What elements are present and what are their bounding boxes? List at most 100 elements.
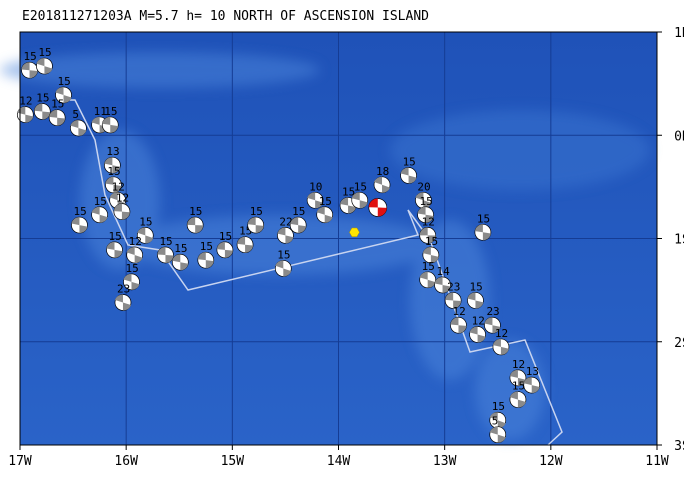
event: [306, 191, 324, 209]
event: [400, 167, 417, 184]
x-tick-label: 14W: [327, 454, 351, 469]
compression-quadrant: [187, 217, 204, 234]
depth-label: 15: [219, 230, 232, 243]
depth-label: 15: [139, 215, 152, 228]
depth-label: 15: [403, 156, 416, 169]
depth-label: 15: [159, 235, 172, 248]
compression-quadrant: [469, 326, 486, 343]
depth-label: 15: [342, 185, 355, 198]
event: [474, 223, 492, 241]
event: [36, 57, 53, 75]
depth-label: 15: [477, 212, 490, 225]
compression-quadrant: [216, 241, 233, 258]
event: [419, 271, 437, 289]
event: [523, 376, 541, 394]
compression-quadrant: [419, 227, 436, 244]
event: [467, 292, 484, 309]
compression-quadrant: [316, 206, 333, 223]
compression-quadrant: [351, 192, 368, 209]
depth-label: 12: [129, 235, 142, 248]
depth-label: 15: [277, 248, 290, 261]
event: [123, 273, 140, 291]
depth-label: 15: [512, 380, 525, 393]
compression-quadrant: [374, 176, 391, 193]
compression-quadrant: [489, 412, 506, 429]
depth-label: 15: [250, 205, 263, 218]
event: [157, 246, 174, 264]
depth-label: 15: [319, 195, 332, 208]
compression-quadrant: [113, 203, 130, 220]
depth-label: 5: [72, 108, 79, 121]
event: [316, 206, 334, 224]
depth-label: 15: [107, 165, 120, 178]
y-tick-label: 2S: [674, 336, 684, 351]
event: [419, 227, 437, 244]
event: [373, 176, 391, 194]
event: [106, 241, 123, 259]
event: [114, 294, 132, 311]
compression-quadrant: [91, 206, 108, 223]
event: [444, 292, 462, 309]
depth-label: 12: [112, 180, 125, 193]
event: [113, 203, 131, 221]
compression-quadrant: [275, 260, 292, 277]
compression-quadrant: [492, 338, 509, 355]
compression-quadrant: [523, 377, 540, 394]
map-title: E201811271203A M=5.7 h= 10 NORTH OF ASCE…: [22, 9, 429, 24]
depth-label: 15: [200, 240, 213, 253]
event: [417, 206, 434, 224]
compression-quadrant: [509, 369, 526, 386]
compression-quadrant: [105, 176, 122, 193]
event: [484, 316, 501, 334]
depth-label: 15: [189, 205, 202, 218]
depth-label: 20: [417, 180, 430, 193]
compression-quadrant: [49, 109, 66, 126]
depth-label: 15: [36, 92, 49, 105]
epicenter: [349, 227, 360, 237]
depth-label: 22: [279, 215, 292, 228]
event: [422, 246, 440, 264]
compression-quadrant: [197, 252, 214, 269]
depth-label: 15: [38, 46, 51, 59]
compression-quadrant: [102, 116, 119, 133]
compression-quadrant: [417, 206, 434, 223]
event: [216, 241, 234, 259]
depth-label: 15: [24, 50, 37, 63]
compression-quadrant: [70, 120, 87, 137]
compression-quadrant: [509, 391, 526, 408]
compression-quadrant: [434, 276, 451, 293]
x-tick-label: 17W: [8, 454, 32, 469]
y-tick-label: 0N: [674, 129, 684, 144]
x-tick-label: 12W: [539, 454, 563, 469]
depth-label: 11: [94, 105, 107, 118]
y-tick-label: 1S: [674, 233, 684, 248]
compression-quadrant: [450, 317, 467, 334]
event: [274, 260, 292, 277]
depth-label: 13: [106, 145, 119, 158]
event: [197, 251, 215, 269]
compression-quadrant: [277, 227, 294, 244]
y-tick-label: 3S: [674, 439, 684, 454]
event: [48, 109, 66, 127]
event: [351, 191, 369, 209]
depth-label: 23: [447, 280, 460, 293]
event: [101, 116, 119, 134]
depth-label: 15: [425, 235, 438, 248]
compression-quadrant: [467, 292, 484, 309]
event: [91, 206, 108, 224]
compression-quadrant: [400, 167, 417, 184]
depth-label: 12: [512, 358, 525, 371]
event: [70, 119, 87, 137]
depth-label: 12: [452, 305, 465, 318]
compression-quadrant: [106, 241, 123, 258]
compression-quadrant: [172, 254, 189, 271]
event: [509, 391, 527, 408]
compression-quadrant: [290, 217, 307, 234]
plate-boundary: [58, 99, 563, 446]
event: [33, 103, 51, 120]
event: [71, 216, 88, 234]
depth-label: 23: [486, 305, 499, 318]
depth-label: 15: [422, 260, 435, 273]
compression-quadrant: [368, 198, 387, 217]
